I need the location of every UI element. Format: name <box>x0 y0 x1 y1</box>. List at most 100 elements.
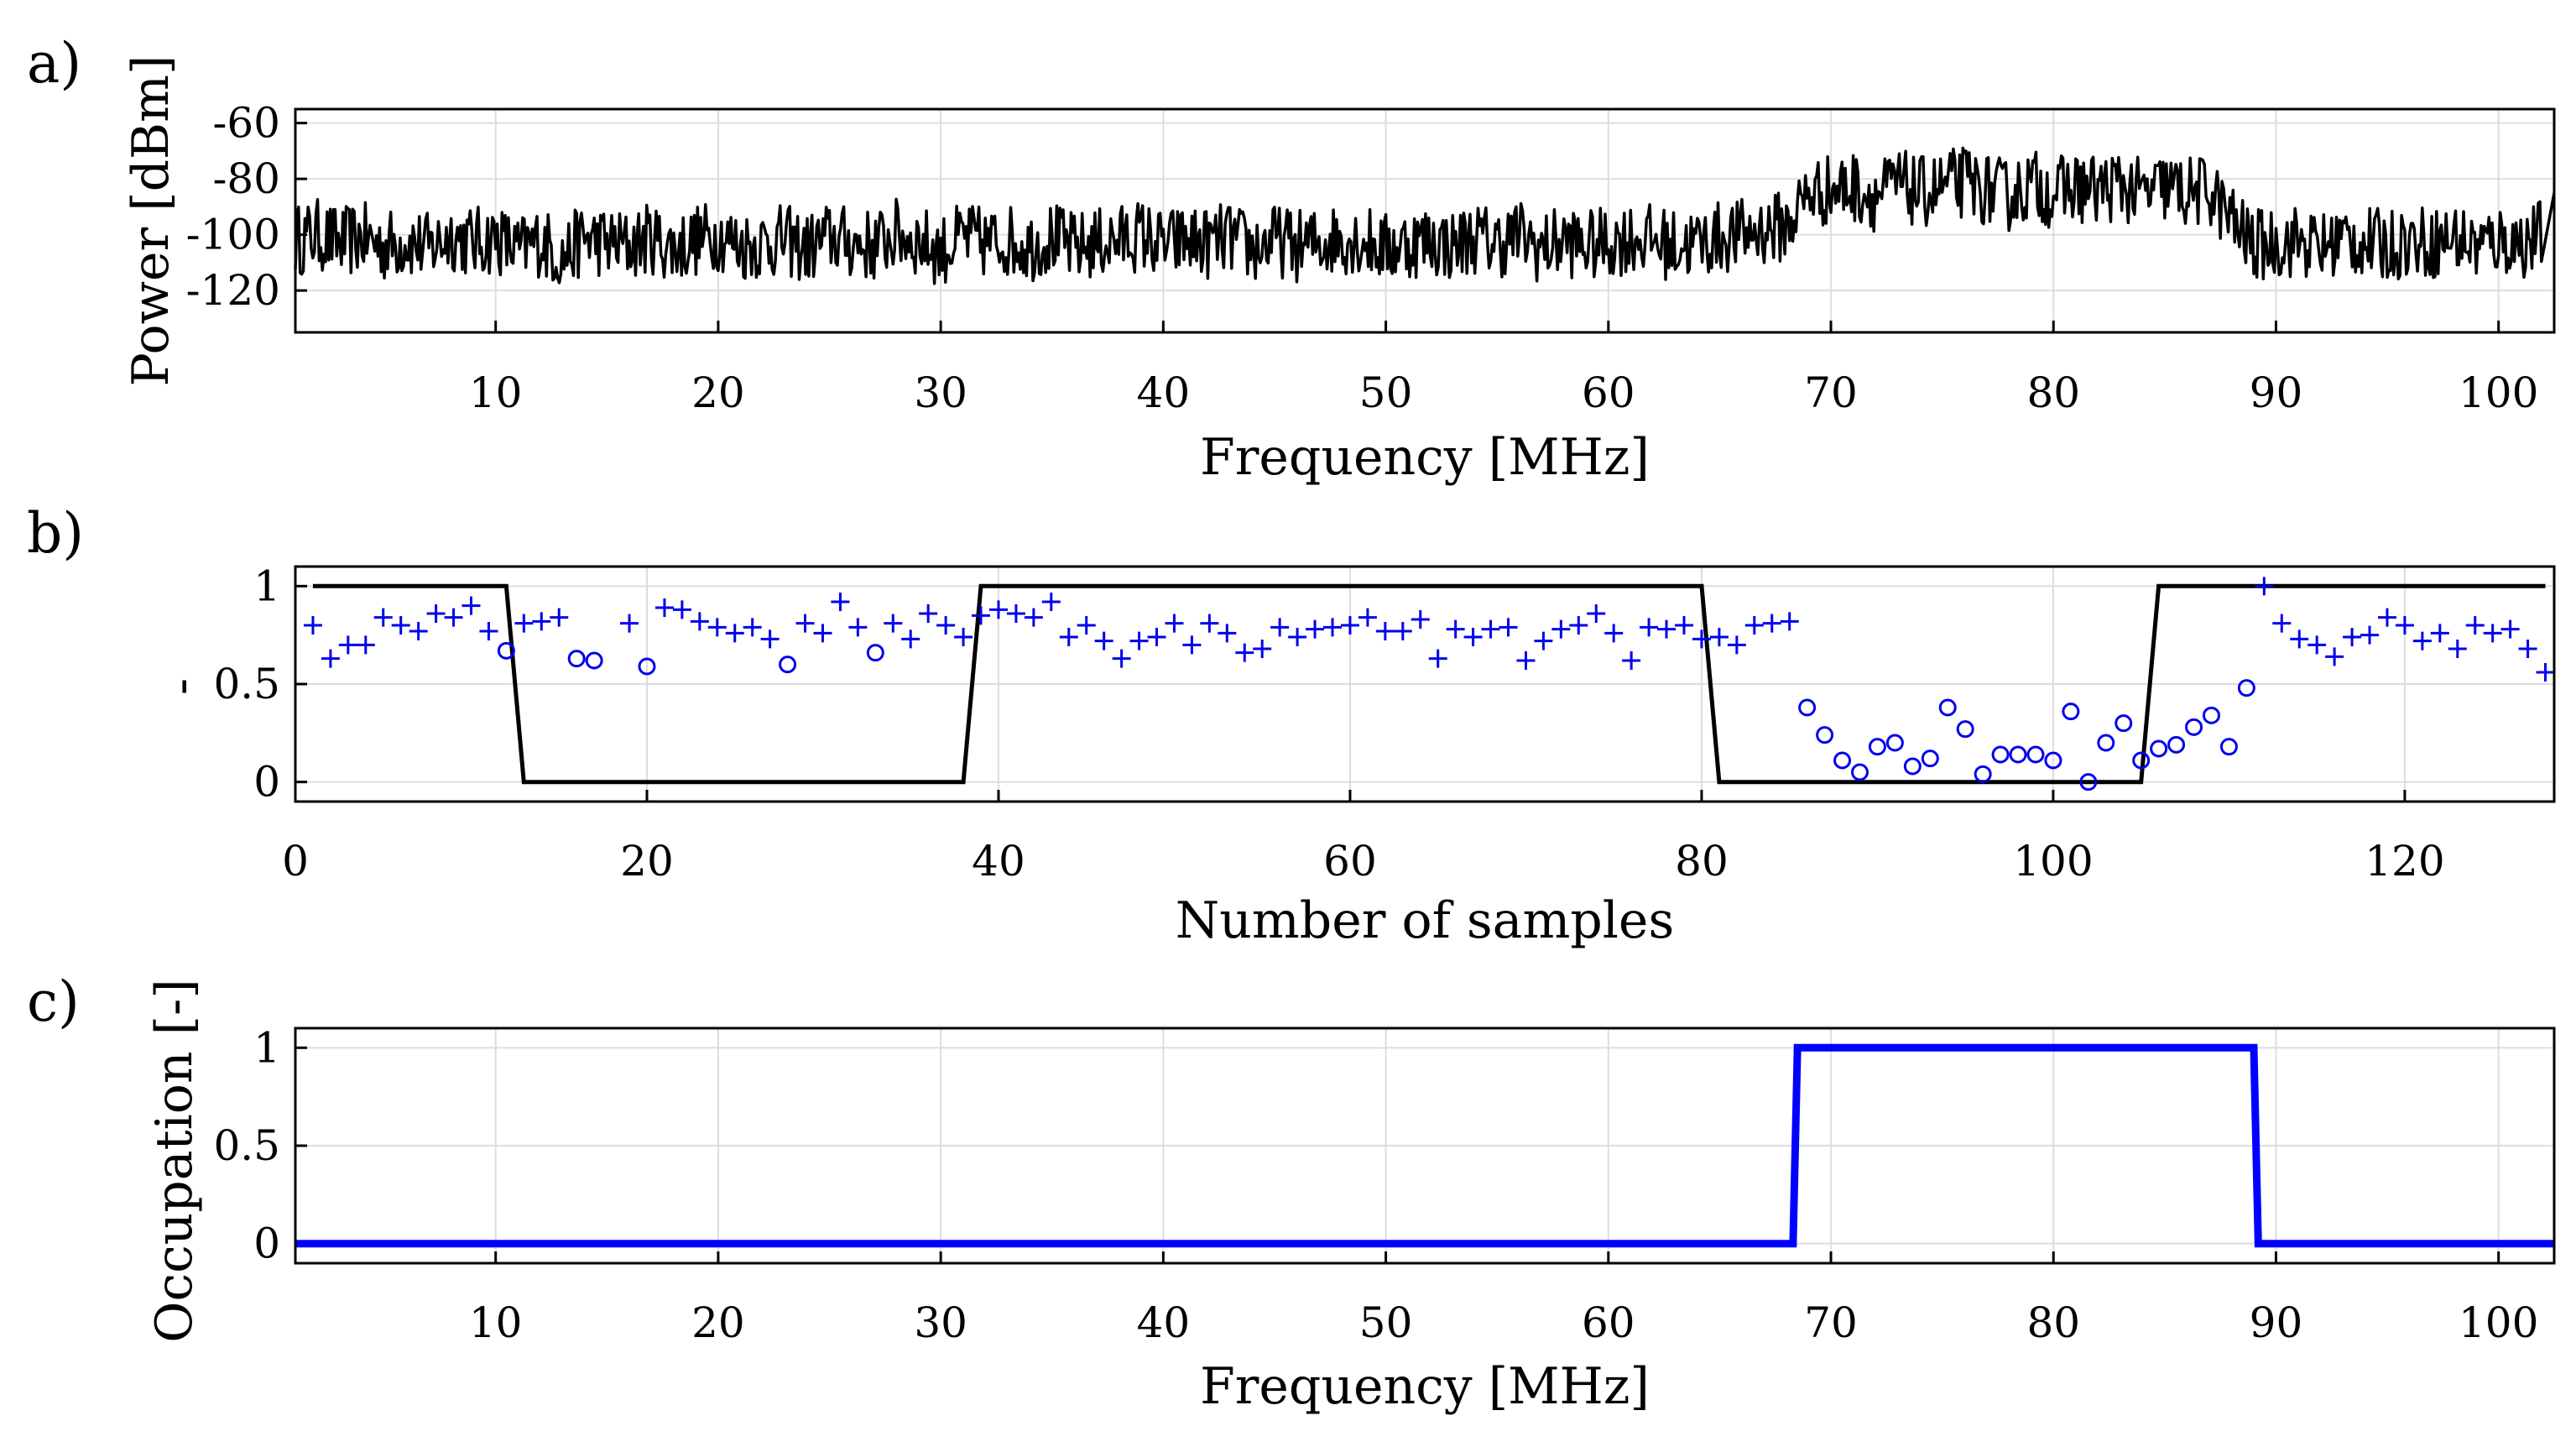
plus-marker <box>2536 663 2555 682</box>
plus-marker <box>1446 619 1465 639</box>
x-tick: 20 <box>620 837 674 885</box>
plus-marker <box>514 614 534 633</box>
panel-c-y-label: Occupation [-] <box>145 979 204 1342</box>
plus-marker <box>1024 608 1043 627</box>
x-tick: 40 <box>1137 368 1191 417</box>
plus-marker <box>2430 624 2449 643</box>
plus-marker <box>479 622 498 640</box>
circle-marker <box>1956 720 1974 739</box>
plus-marker <box>1375 622 1395 640</box>
panel-b-y-label: - <box>152 678 211 695</box>
panel-a-label: a) <box>27 31 81 96</box>
plus-marker <box>1306 619 1325 639</box>
plus-marker <box>725 624 744 643</box>
plus-marker <box>373 608 393 627</box>
x-tick: 120 <box>2365 837 2444 885</box>
panel-b-grid <box>294 567 2554 802</box>
plus-marker <box>988 600 1008 619</box>
x-tick: 50 <box>1359 368 1413 417</box>
plus-marker <box>1288 628 1307 646</box>
power-spectrum-line <box>294 146 2556 285</box>
panel-a: a) 10 20 30 40 50 60 70 80 90 100 -60 -8… <box>27 31 2556 487</box>
plus-marker <box>1428 649 1447 668</box>
plus-marker <box>1675 616 1693 635</box>
x-tick: 80 <box>2026 368 2080 417</box>
plus-marker <box>672 600 691 619</box>
x-tick: 80 <box>2026 1298 2080 1347</box>
x-tick: 90 <box>2250 368 2303 417</box>
plus-marker <box>2518 640 2537 658</box>
y-tick: -120 <box>186 266 280 315</box>
plus-marker <box>831 593 850 611</box>
plus-marker <box>1006 604 1025 623</box>
plus-marker <box>1481 619 1500 639</box>
panel-b-x-label: Number of samples <box>1176 891 1674 950</box>
plus-marker <box>884 614 903 633</box>
circle-marker <box>1903 757 1922 776</box>
y-tick: 0 <box>253 1220 280 1268</box>
circle-marker <box>585 651 603 670</box>
plus-marker <box>1534 631 1553 650</box>
panel-c-frame <box>294 1026 2556 1265</box>
circle-marker <box>2219 738 2238 756</box>
y-tick: -100 <box>186 211 280 259</box>
panel-a-y-ticks: -60 -80 -100 -120 <box>186 99 280 316</box>
circle-marker <box>2202 706 2220 724</box>
circle-marker <box>1885 734 1904 752</box>
circle-marker <box>1868 738 1886 756</box>
plus-marker <box>1569 616 1588 635</box>
plus-marker <box>2412 631 2432 650</box>
panel-a-series <box>294 146 2556 285</box>
plus-marker <box>2395 616 2414 635</box>
plus-marker <box>919 604 938 623</box>
plus-marker <box>936 616 956 635</box>
plus-marker <box>1640 618 1659 637</box>
plus-marker <box>2377 608 2396 627</box>
circle-marker <box>2237 679 2255 697</box>
panel-a-x-label: Frequency [MHz] <box>1200 428 1650 487</box>
x-tick: 70 <box>1804 368 1858 417</box>
panel-b: b) 0 20 40 60 80 100 120 1 0.5 0 Number … <box>27 501 2556 950</box>
x-tick: 100 <box>2459 1298 2538 1347</box>
plus-marker <box>2483 624 2502 643</box>
plus-marker <box>1358 608 1377 627</box>
plus-marker <box>1762 614 1781 633</box>
y-tick: 0 <box>253 758 280 807</box>
plus-marker <box>461 596 481 615</box>
plus-marker <box>954 628 973 646</box>
circle-marker <box>1938 698 1957 717</box>
plus-marker <box>1657 619 1676 639</box>
y-tick: -80 <box>212 154 280 203</box>
plus-marker <box>1112 649 1131 668</box>
plus-marker <box>1340 616 1359 635</box>
plus-marker <box>1270 618 1290 637</box>
plus-marker <box>550 608 569 627</box>
plus-marker <box>1147 628 1166 646</box>
plus-marker <box>1587 604 1606 623</box>
plus-marker <box>1059 628 1078 646</box>
plus-marker <box>532 612 551 631</box>
plus-marker <box>303 616 322 635</box>
circle-marker <box>2115 714 2133 733</box>
circle-marker <box>2044 751 2062 770</box>
panel-c-x-label: Frequency [MHz] <box>1200 1357 1650 1416</box>
reference-step-line <box>312 583 2546 785</box>
circle-marker <box>866 644 884 662</box>
y-tick: 0.5 <box>213 660 280 708</box>
y-tick: 0.5 <box>213 1121 280 1170</box>
x-tick: 10 <box>469 1298 523 1347</box>
plus-marker <box>707 618 727 637</box>
plus-marker <box>2325 647 2344 666</box>
plus-marker <box>2360 625 2380 645</box>
plus-marker <box>1516 651 1536 670</box>
x-tick: 10 <box>469 368 523 417</box>
circle-marker <box>2062 703 2080 721</box>
plus-marker <box>1323 618 1343 637</box>
x-tick: 40 <box>972 837 1025 885</box>
plus-marker <box>620 614 639 633</box>
plus-marker <box>338 635 357 655</box>
x-tick: 50 <box>1359 1298 1413 1347</box>
plus-marker <box>654 598 674 617</box>
plus-marker <box>1393 622 1412 640</box>
